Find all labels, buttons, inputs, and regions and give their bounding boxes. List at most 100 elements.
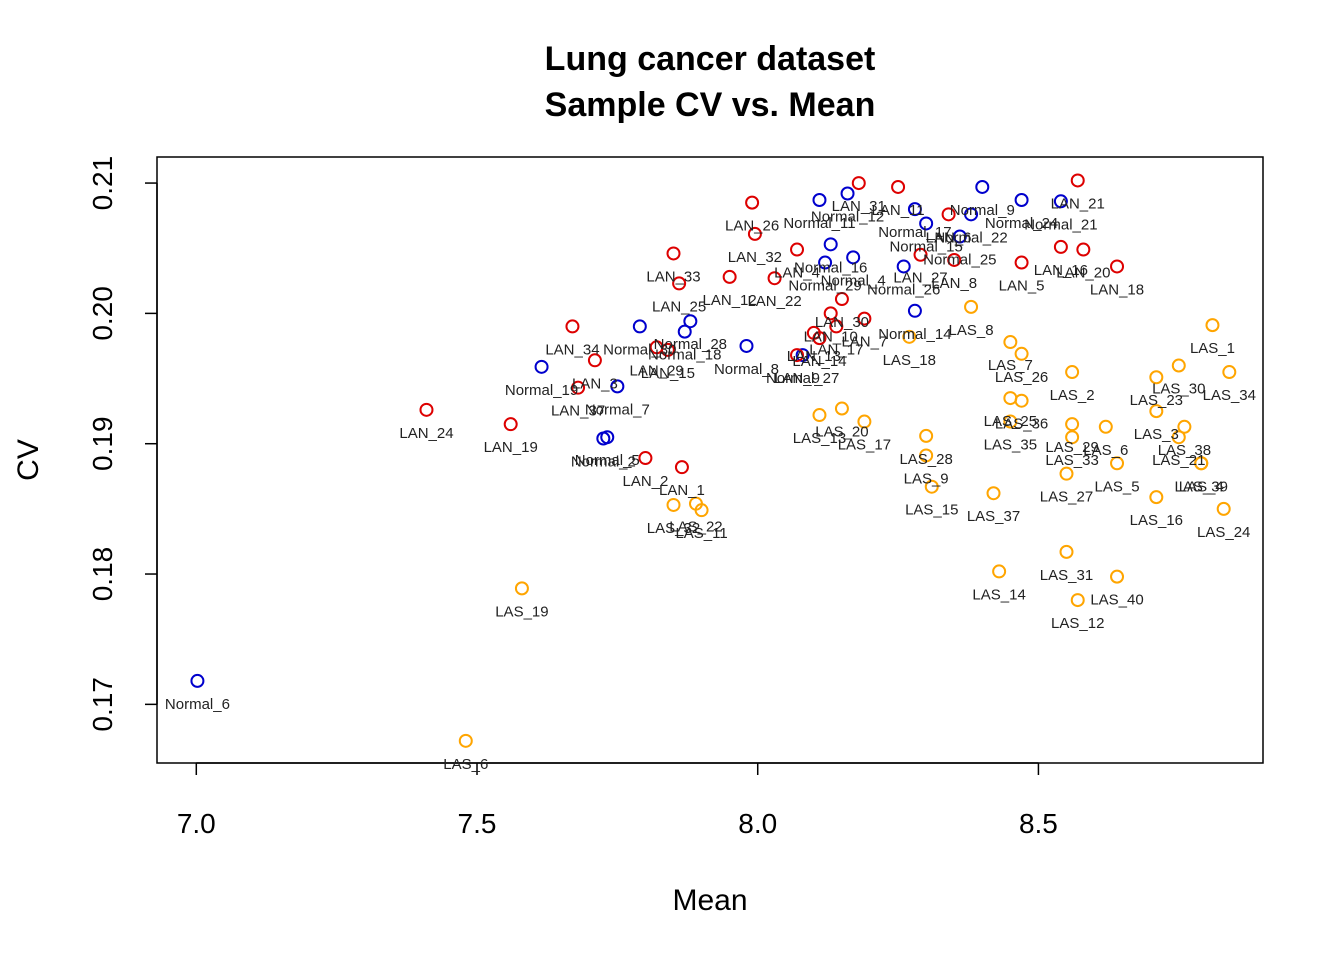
data-point <box>1003 335 1018 350</box>
data-point <box>964 207 979 222</box>
data-point <box>458 733 473 748</box>
data-point-label: LAS_2 <box>1050 387 1095 404</box>
data-point <box>1059 466 1074 481</box>
data-point-label: LAS_31 <box>1040 567 1093 584</box>
data-point <box>1065 430 1080 445</box>
data-point <box>857 414 872 429</box>
data-point-label: LAS_3 <box>1134 426 1179 443</box>
data-point <box>1053 194 1068 209</box>
data-point-label: LAN_26 <box>725 218 779 235</box>
data-point <box>952 229 967 244</box>
y-axis-label: CV <box>12 439 45 481</box>
data-point-label: LAN_25 <box>652 298 706 315</box>
data-point-label: LAN_18 <box>1090 281 1144 298</box>
data-point-label: LAN_22 <box>747 293 801 310</box>
data-point <box>812 193 827 208</box>
data-point-label: LAN_30 <box>815 314 869 331</box>
data-point <box>1059 544 1074 559</box>
data-point-label: LAN_6 <box>926 229 972 246</box>
data-point <box>1065 365 1080 380</box>
data-point-label: LAN_20 <box>1056 265 1110 282</box>
data-point-label: LAN_17 <box>809 341 863 358</box>
data-point-label: LAN_1 <box>659 482 705 499</box>
y-tick-label: 0.18 <box>87 547 118 602</box>
data-point-label: LAN_32 <box>728 249 782 266</box>
data-point <box>1149 404 1164 419</box>
data-point-label: LAS_33 <box>1045 452 1098 469</box>
data-point-label: LAS_7 <box>988 357 1033 374</box>
data-point <box>747 226 762 241</box>
data-point <box>683 314 698 329</box>
data-point-label: LAN_7 <box>841 334 887 351</box>
data-point <box>992 564 1007 579</box>
data-point <box>1149 490 1164 505</box>
data-point-label: LAS_18 <box>883 352 936 369</box>
data-point <box>891 179 906 194</box>
data-point <box>571 380 586 395</box>
data-point-label: LAN_11 <box>872 202 925 219</box>
data-point-label: LAS_32 <box>647 520 700 537</box>
data-point <box>610 379 625 394</box>
data-point-label: LAS_30 <box>1152 381 1205 398</box>
data-point <box>190 673 205 688</box>
data-point <box>587 353 602 368</box>
data-point <box>902 329 917 344</box>
data-points <box>190 173 1237 748</box>
data-point-label: LAN_9 <box>774 370 820 387</box>
data-point-label: LAS_11 <box>675 525 727 542</box>
data-point <box>694 503 709 518</box>
data-point <box>1222 365 1237 380</box>
data-point-label: LAN_27 <box>893 270 947 287</box>
data-point-label: Normal_28 <box>654 336 727 353</box>
data-point <box>666 246 681 261</box>
data-point-label: LAS_19 <box>495 603 548 620</box>
data-point-label: Normal_11 <box>783 215 855 232</box>
data-point-label: LAS_20 <box>815 424 868 441</box>
data-point-label: Normal_14 <box>878 326 951 343</box>
data-point-label: LAS_15 <box>905 502 958 519</box>
data-point-label: LAS_29 <box>1045 439 1098 456</box>
x-tick-label: 7.0 <box>177 808 216 839</box>
data-point <box>1171 430 1186 445</box>
data-point <box>795 348 810 363</box>
data-point-label: Normal_22 <box>934 229 1007 246</box>
data-point-label: LAN_16 <box>1034 262 1088 279</box>
data-point <box>986 486 1001 501</box>
data-point <box>1003 391 1018 406</box>
x-axis: 7.0 7.5 8.0 8.5 <box>177 762 1058 839</box>
data-point-label: LAN_24 <box>399 425 453 442</box>
data-point-label: LAS_9 <box>904 470 949 487</box>
data-point <box>924 479 939 494</box>
data-point-label: LAS_37 <box>967 508 1020 525</box>
data-point <box>919 448 934 463</box>
data-point <box>896 259 911 274</box>
data-point <box>565 319 580 334</box>
data-point <box>1110 569 1125 584</box>
data-point <box>660 342 675 357</box>
data-point <box>672 276 687 291</box>
data-point <box>947 252 962 267</box>
data-point <box>677 324 692 339</box>
data-point <box>1205 318 1220 333</box>
chart-title: Lung cancer dataset <box>545 40 876 78</box>
data-point <box>823 237 838 252</box>
y-axis: 0.17 0.18 0.19 0.20 0.21 <box>87 156 158 732</box>
data-point <box>964 299 979 314</box>
data-point <box>666 497 681 512</box>
data-point <box>812 331 827 346</box>
data-point-label: LAS_22 <box>669 519 722 536</box>
data-point-label: LAS_13 <box>793 430 846 447</box>
data-point <box>1149 370 1164 385</box>
data-point-label: LAS_24 <box>1197 524 1250 541</box>
data-point <box>534 359 549 374</box>
data-point-label: LAS_6 <box>443 756 488 773</box>
data-point <box>829 319 844 334</box>
data-point <box>1014 393 1029 408</box>
data-point-label: LAS_27 <box>1040 489 1093 506</box>
y-tick-label: 0.19 <box>87 416 118 471</box>
data-point <box>818 255 833 270</box>
data-point <box>1003 414 1018 429</box>
data-point-label: Normal_27 <box>766 370 839 387</box>
data-point-label: LAS_6 <box>1083 442 1128 459</box>
data-point-label: LAN_12 <box>703 292 757 309</box>
